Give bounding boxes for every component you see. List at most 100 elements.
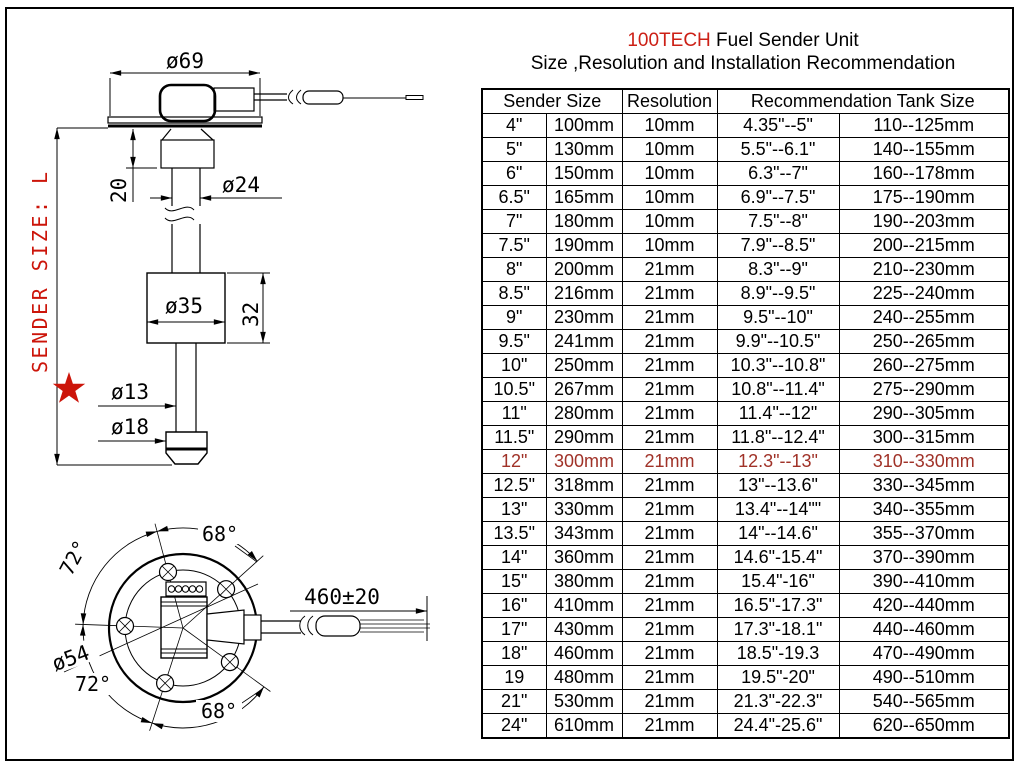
- table-cell: 10mm: [621, 233, 718, 258]
- table-cell: 8.5": [481, 281, 547, 306]
- table-cell: 290mm: [545, 425, 623, 450]
- table-row: 10.5" 267mm 21mm 10.8"--11.4" 275--290mm: [481, 377, 1010, 402]
- table-cell: 13"--13.6": [716, 473, 840, 498]
- table-cell: 4": [481, 113, 547, 138]
- col-header-tank-size: Recommendation Tank Size: [716, 88, 1010, 114]
- table-cell: 14.6"-15.4": [716, 545, 840, 570]
- table-cell: 11.5": [481, 425, 547, 450]
- table-row: 8.5" 216mm 21mm 8.9"--9.5" 225--240mm: [481, 281, 1010, 306]
- table-cell: 21mm: [621, 257, 718, 282]
- table-cell: 17.3"-18.1": [716, 617, 840, 642]
- table-cell: 310--330mm: [838, 449, 1010, 474]
- table-row: 6" 150mm 10mm 6.3"--7" 160--178mm: [481, 161, 1010, 186]
- table-cell: 24.4"-25.6": [716, 713, 840, 739]
- table-cell: 360mm: [545, 545, 623, 570]
- table-row: 7" 180mm 10mm 7.5"--8" 190--203mm: [481, 209, 1010, 234]
- table-cell: 9.5"--10": [716, 305, 840, 330]
- table-cell: 9.5": [481, 329, 547, 354]
- table-cell: 100mm: [545, 113, 623, 138]
- bolt-hole: [156, 674, 175, 693]
- table-cell: 250mm: [545, 353, 623, 378]
- table-cell: 130mm: [545, 137, 623, 162]
- table-cell: 19: [481, 665, 547, 690]
- table-cell: 490--510mm: [838, 665, 1010, 690]
- cable-length-label: 460±20: [304, 585, 380, 609]
- table-cell: 11.4"--12": [716, 401, 840, 426]
- table-cell: 21mm: [621, 497, 718, 522]
- angle-top-label: 68°: [202, 522, 238, 546]
- table-cell: 21mm: [621, 377, 718, 402]
- terminal-block: [165, 581, 207, 597]
- table-cell: 18.5"-19.3: [716, 641, 840, 666]
- table-cell: 460mm: [545, 641, 623, 666]
- bolt-circle-diameter-label: ø54: [49, 640, 93, 676]
- table-row: 17" 430mm 21mm 17.3"-18.1" 440--460mm: [481, 617, 1010, 642]
- float-body: [146, 272, 226, 344]
- table-cell: 267mm: [545, 377, 623, 402]
- table-cell: 6": [481, 161, 547, 186]
- table-cell: 21mm: [621, 281, 718, 306]
- table-cell: 610mm: [545, 713, 623, 739]
- table-cell: 240--255mm: [838, 305, 1010, 330]
- table-row: 12" 300mm 21mm 12.3"--13" 310--330mm: [481, 449, 1010, 474]
- table-cell: 241mm: [545, 329, 623, 354]
- table-row: 18" 460mm 21mm 18.5"-19.3 470--490mm: [481, 641, 1010, 666]
- table-row: 13" 330mm 21mm 13.4"--14"" 340--355mm: [481, 497, 1010, 522]
- table-cell: 470--490mm: [838, 641, 1010, 666]
- table-row: 8" 200mm 21mm 8.3"--9" 210--230mm: [481, 257, 1010, 282]
- table-cell: 24": [481, 713, 547, 739]
- table-cell: 4.35"--5": [716, 113, 840, 138]
- table-row: 21" 530mm 21mm 21.3"-22.3" 540--565mm: [481, 689, 1010, 714]
- table-row: 6.5" 165mm 10mm 6.9"--7.5" 175--190mm: [481, 185, 1010, 210]
- table-cell: 150mm: [545, 161, 623, 186]
- table-cell: 330mm: [545, 497, 623, 522]
- tube-diameter-label: ø24: [222, 173, 260, 197]
- table-cell: 17": [481, 617, 547, 642]
- table-cell: 140--155mm: [838, 137, 1010, 162]
- side-view: [54, 70, 424, 466]
- table-cell: 16": [481, 593, 547, 618]
- table-cell: 12.3"--13": [716, 449, 840, 474]
- table-cell: 21mm: [621, 641, 718, 666]
- table-cell: 21mm: [621, 617, 718, 642]
- table-cell: 12.5": [481, 473, 547, 498]
- table-cell: 200--215mm: [838, 233, 1010, 258]
- table-cell: 420--440mm: [838, 593, 1010, 618]
- table-cell: 300mm: [545, 449, 623, 474]
- table-cell: 6.3"--7": [716, 161, 840, 186]
- table-body: 4" 100mm 10mm 4.35"--5" 110--125mm 5" 130mm 10m…: [481, 113, 1010, 739]
- sender-size-label: SENDER SIZE: L: [28, 169, 52, 373]
- table-row: 15" 380mm 21mm 15.4"-16" 390--410mm: [481, 569, 1010, 594]
- table-cell: 10mm: [621, 185, 718, 210]
- table-cell: 14": [481, 545, 547, 570]
- table-cell: 280mm: [545, 401, 623, 426]
- table-cell: 21mm: [621, 665, 718, 690]
- table-cell: 10mm: [621, 209, 718, 234]
- product-title: Fuel Sender Unit: [710, 30, 859, 51]
- table-cell: 21mm: [621, 521, 718, 546]
- bolt-hole: [217, 580, 236, 599]
- table-row: 11.5" 290mm 21mm 11.8"--12.4" 300--315mm: [481, 425, 1010, 450]
- col-header-resolution: Resolution: [621, 88, 718, 114]
- table-cell: 16.5"-17.3": [716, 593, 840, 618]
- hex-nut: [160, 139, 215, 169]
- table-cell: 540--565mm: [838, 689, 1010, 714]
- table-row: 11" 280mm 21mm 11.4"--12" 290--305mm: [481, 401, 1010, 426]
- table-row: 13.5" 343mm 21mm 14"--14.6" 355--370mm: [481, 521, 1010, 546]
- table-cell: 10.3"--10.8": [716, 353, 840, 378]
- table-row: 24" 610mm 21mm 24.4"-25.6" 620--650mm: [481, 713, 1010, 739]
- table-cell: 21mm: [621, 545, 718, 570]
- table-cell: 21mm: [621, 593, 718, 618]
- table-cell: 21mm: [621, 305, 718, 330]
- table-row: 14" 360mm 21mm 14.6"-15.4" 370--390mm: [481, 545, 1010, 570]
- table-cell: 8": [481, 257, 547, 282]
- table-cell: 21mm: [621, 473, 718, 498]
- table-cell: 15.4"-16": [716, 569, 840, 594]
- table-cell: 410mm: [545, 593, 623, 618]
- brand-name: 100TECH: [627, 30, 711, 51]
- technical-drawing: ø69 20 ø24 ø35 32 ø13 ø18 SENDER SIZE: L: [28, 49, 430, 731]
- table-cell: 10mm: [621, 161, 718, 186]
- table-cell: 165mm: [545, 185, 623, 210]
- connector-housing: [213, 87, 255, 112]
